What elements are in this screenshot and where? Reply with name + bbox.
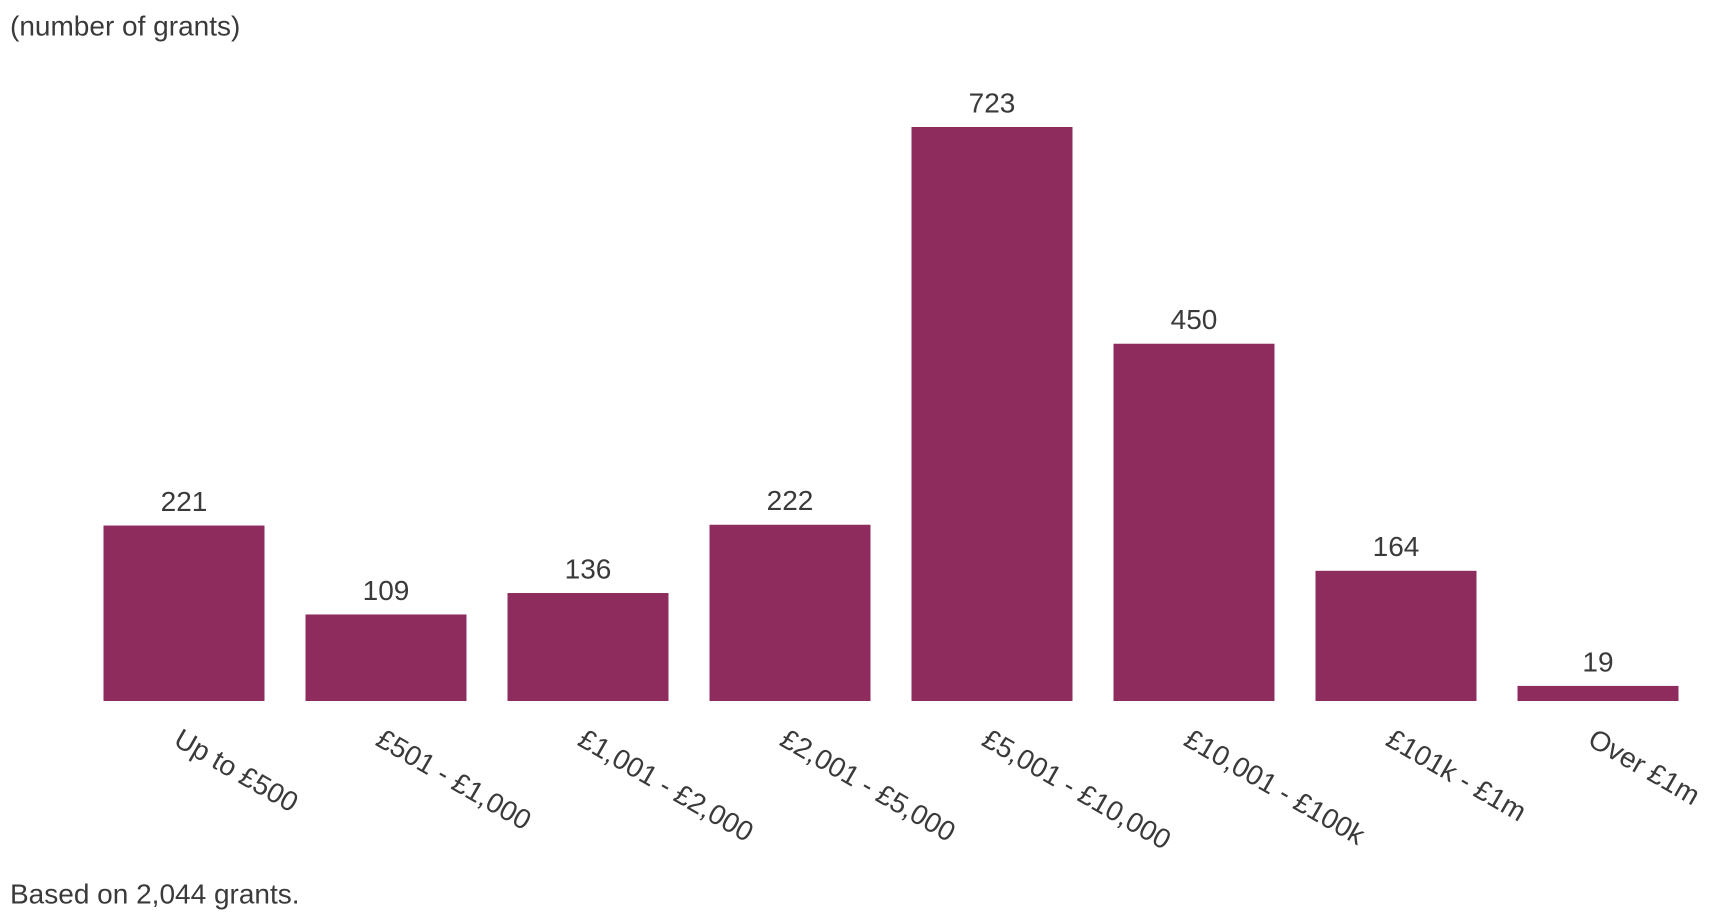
x-tick-label: Up to £500: [169, 723, 303, 818]
bar: [911, 127, 1073, 701]
value-label: 450: [1171, 304, 1218, 335]
value-label: 19: [1582, 646, 1613, 677]
bar: [1517, 685, 1679, 701]
bar: [305, 614, 467, 701]
bar: [1113, 343, 1275, 701]
x-tick-label: £10,001 - £100k: [1179, 723, 1371, 852]
bar: [507, 593, 669, 701]
value-label: 222: [767, 485, 814, 516]
chart-subtitle: (number of grants): [10, 10, 240, 41]
x-tick-label: £2,001 - £5,000: [775, 723, 960, 848]
bar: [1315, 570, 1477, 701]
bar: [709, 524, 871, 701]
x-tick-label: £5,001 - £10,000: [977, 723, 1176, 856]
x-tick-label: £101k - £1m: [1381, 723, 1531, 828]
value-label: 221: [161, 486, 208, 517]
value-label: 136: [565, 553, 612, 584]
value-label: 164: [1373, 531, 1420, 562]
value-label: 109: [363, 575, 410, 606]
bar: [103, 525, 265, 701]
chart-note: Based on 2,044 grants.: [10, 878, 300, 909]
x-tick-label: £1,001 - £2,000: [573, 723, 758, 848]
x-tick-label: Over £1m: [1583, 723, 1705, 811]
value-label: 723: [969, 87, 1016, 118]
x-tick-label: £501 - £1,000: [371, 723, 536, 836]
